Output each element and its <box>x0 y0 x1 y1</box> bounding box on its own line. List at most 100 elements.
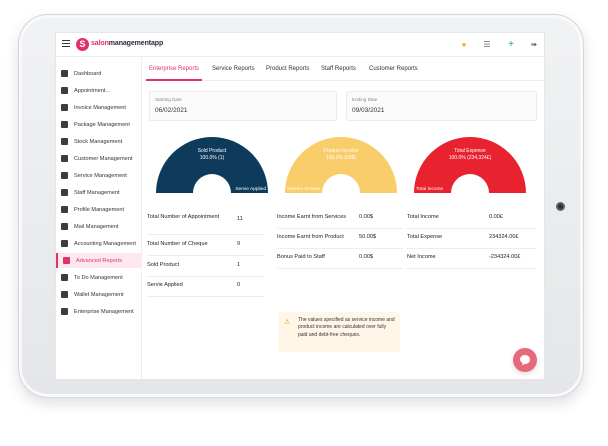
stat-label: Sold Product <box>147 262 180 268</box>
stat-label: Bonus Paid to Staff <box>277 254 325 260</box>
exit-icon[interactable]: ➠ <box>530 40 538 49</box>
package-icon <box>61 121 68 128</box>
tab-enterprise-reports[interactable]: Enterprise Reports <box>149 66 200 72</box>
stat-value: 0.00$ <box>359 214 373 220</box>
sidebar-item[interactable]: Wallet Management <box>56 287 142 302</box>
reports-icon <box>63 257 70 264</box>
stat-row: Net Income -234324.00£ <box>407 249 537 269</box>
stat-row: Income Earnt from Services 0.00$ <box>277 209 403 229</box>
logo-text: salonmanagementapp <box>91 40 163 47</box>
gauge-corner-label: Service Income <box>287 187 321 192</box>
stat-value: 0.00£ <box>489 214 503 220</box>
sidebar-item[interactable]: Appointment... <box>56 83 142 98</box>
stat-label: Total Income <box>407 214 439 220</box>
stat-row: Total Income 0.00£ <box>407 209 537 229</box>
gauge-title: Sold Product <box>197 148 227 154</box>
sidebar-item-label: Wallet Management <box>74 291 124 298</box>
gauge-fill <box>414 137 526 193</box>
tab-staff-reports[interactable]: Staff Reports <box>321 66 356 72</box>
gauge-arc <box>414 137 526 193</box>
chat-icon <box>520 355 530 365</box>
plus-icon[interactable]: + <box>508 39 514 50</box>
staff-icon <box>61 189 68 196</box>
sidebar-item-label: Accounting Management <box>74 240 136 247</box>
sidebar-item[interactable]: Mail Management <box>56 219 142 234</box>
gauge-corner-label: Servie Applied <box>235 187 266 192</box>
sidebar-item-label: Customer Management <box>74 155 133 162</box>
sidebar-item[interactable]: Invoice Management <box>56 100 142 115</box>
list-icon[interactable]: ☰ <box>483 40 491 49</box>
gauge-chart: Product Income 100.0% (50$) Service Income <box>284 137 398 195</box>
sidebar-item[interactable]: Advanced Reports <box>56 253 142 268</box>
gear-icon <box>61 308 68 315</box>
sidebar-item-label: Appointment... <box>74 87 111 94</box>
calendar-icon <box>61 87 68 94</box>
gauge-title: Product Income <box>323 148 359 154</box>
stat-row: Total Number of Appointment 11 <box>147 209 265 235</box>
sidebar-item[interactable]: Dashboard <box>56 66 142 81</box>
sidebar-item-label: Stock Management <box>74 138 123 145</box>
sidebar-item-label: Advanced Reports <box>76 257 123 264</box>
stat-label: Servie Applied <box>147 282 183 288</box>
stat-label: Income Earnt from Services <box>277 214 347 220</box>
gauge-value: 100.0% (50$) <box>325 155 357 161</box>
stat-label: Net Income <box>407 254 436 260</box>
sidebar-item-label: Service Management <box>74 172 127 179</box>
tab-product-reports[interactable]: Product Reports <box>266 66 310 72</box>
stat-row: Sold Product 1 <box>147 257 265 277</box>
stock-icon <box>61 138 68 145</box>
top-bar: S salonmanagementapp ● ☰ + ➠ <box>56 33 544 57</box>
info-note: ⚠ The values specified as service income… <box>278 312 400 352</box>
sidebar: Dashboard Appointment... Invoice Managemen… <box>56 57 142 379</box>
stat-label: Income Earnt from Product <box>277 234 344 240</box>
sidebar-item[interactable]: Staff Management <box>56 185 142 200</box>
invoice-icon <box>61 104 68 111</box>
start-date-label: Starting Date <box>155 97 182 102</box>
sidebar-item-label: Enterprise Management <box>74 308 134 315</box>
logo-prefix: salon <box>91 40 109 47</box>
end-date-field[interactable]: Ending Date 09/03/2021 <box>346 91 537 121</box>
sidebar-item[interactable]: Accounting Management <box>56 236 142 251</box>
gauge-arc <box>285 137 397 193</box>
sidebar-item[interactable]: Enterprise Management <box>56 304 142 319</box>
sidebar-item-label: Mail Management <box>74 223 119 230</box>
stat-value: -234324.00£ <box>489 254 521 260</box>
logo-suffix: managementapp <box>108 40 164 47</box>
sidebar-item[interactable]: Package Management <box>56 117 142 132</box>
sidebar-item[interactable]: Service Management <box>56 168 142 183</box>
stat-row: Bonus Paid to Staff 0.00$ <box>277 249 403 269</box>
start-date-field[interactable]: Starting Date 06/02/2021 <box>149 91 337 121</box>
sidebar-item[interactable]: Customer Management <box>56 151 142 166</box>
stat-row: Servie Applied 0 <box>147 277 265 297</box>
stat-value: 11 <box>237 216 243 222</box>
info-note-text: The values specified as service income a… <box>298 317 395 338</box>
sidebar-item-label: Invoice Management <box>74 104 126 111</box>
stat-value: 234324.00£ <box>489 234 519 240</box>
end-date-label: Ending Date <box>352 97 378 102</box>
end-date-value: 09/03/2021 <box>352 107 385 114</box>
sidebar-item[interactable]: Profile Management <box>56 202 142 217</box>
stat-value: 0 <box>237 282 241 288</box>
bank-icon <box>61 240 68 247</box>
tab-customer-reports[interactable]: Customer Reports <box>369 66 418 72</box>
stat-label: Total Number of Appointment <box>147 214 220 220</box>
sidebar-item[interactable]: Stock Management <box>56 134 142 149</box>
gauge-chart: Sold Product 100.0% (1) Servie Applied <box>155 137 269 195</box>
tab-service-reports[interactable]: Service Reports <box>212 66 255 72</box>
gauge-value: 100.0% (1) <box>199 155 225 161</box>
gauge-arc <box>156 137 268 193</box>
sidebar-item-label: To Do Management <box>74 274 123 281</box>
main-content: Enterprise Reports Service Reports Product… <box>143 57 544 379</box>
stat-value: 1 <box>237 262 241 268</box>
stat-value: 9 <box>237 241 241 247</box>
home-icon <box>61 70 68 77</box>
sidebar-item[interactable]: To Do Management <box>56 270 142 285</box>
sidebar-item-label: Staff Management <box>74 189 120 196</box>
chat-button[interactable] <box>513 348 537 372</box>
bell-icon[interactable]: ● <box>461 40 467 49</box>
report-tabs: Enterprise Reports Service Reports Product… <box>143 57 544 81</box>
hamburger-menu-icon[interactable] <box>62 40 70 48</box>
todo-icon <box>61 274 68 281</box>
sidebar-item-label: Dashboard <box>74 70 102 77</box>
gauge-value: 100.0% (234,324£) <box>448 155 492 161</box>
